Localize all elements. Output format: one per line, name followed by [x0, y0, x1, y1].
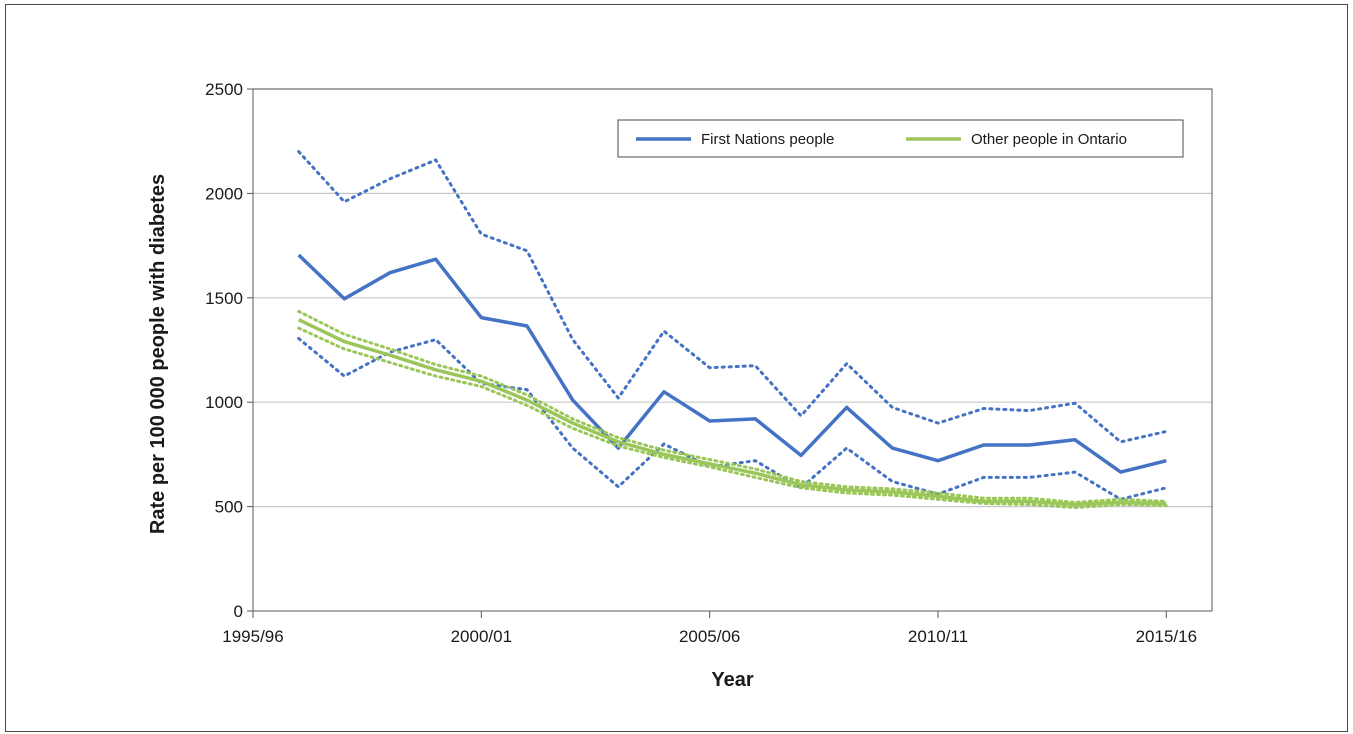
- series-first-nations-line: [297, 253, 1167, 474]
- x-tick-label: 1995/96: [222, 627, 283, 646]
- y-tick-label: 1000: [205, 393, 243, 412]
- y-tick-label: 2500: [205, 80, 243, 99]
- series-other-ontario-ci-lower: [297, 326, 1168, 510]
- y-tick-label: 0: [234, 602, 243, 621]
- plot-border: [252, 88, 1213, 612]
- y-tick-label: 1500: [205, 289, 243, 308]
- x-axis-title: Year: [711, 669, 753, 691]
- x-tick-label: 2010/11: [908, 627, 968, 646]
- x-tick-label: 2005/06: [679, 627, 740, 646]
- gridlines: [247, 88, 1212, 618]
- y-axis-title: Rate per 100 000 people with diabetes: [147, 174, 169, 534]
- series-other-ontario-ci-upper: [297, 309, 1168, 504]
- x-tick-labels: 1995/96 2000/01 2005/06 2010/11 2015/16: [222, 627, 1197, 646]
- y-tick-labels: 0 500 1000 1500 2000 2500: [205, 80, 243, 621]
- series-layer: [297, 150, 1168, 510]
- y-tick-label: 2000: [205, 184, 243, 203]
- x-tick-label: 2000/01: [451, 627, 512, 646]
- legend: First Nations people Other people in Ont…: [617, 119, 1184, 158]
- axes: [252, 88, 1213, 612]
- series-other-ontario-line: [297, 318, 1167, 507]
- x-tick-label: 2015/16: [1136, 627, 1197, 646]
- legend-label-other-ontario: Other people in Ontario: [971, 131, 1127, 148]
- legend-box: [617, 119, 1184, 158]
- legend-label-first-nations: First Nations people: [701, 131, 834, 148]
- y-tick-label: 500: [215, 498, 243, 517]
- series-first-nations-ci-upper: [297, 150, 1168, 444]
